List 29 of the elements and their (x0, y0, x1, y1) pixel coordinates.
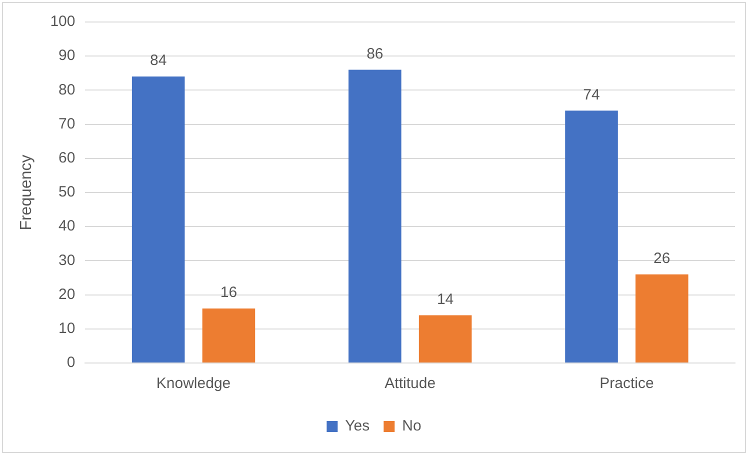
data-label: 86 (366, 45, 384, 62)
y-tick-label: 50 (58, 184, 76, 201)
data-label: 16 (220, 284, 238, 302)
bar (202, 308, 256, 362)
bar (132, 76, 185, 362)
legend-label: No (402, 418, 422, 435)
y-axis-title: Frequency (18, 154, 36, 230)
x-tick-label: Knowledge (156, 375, 231, 392)
data-label: 84 (150, 52, 167, 70)
bar (565, 110, 618, 362)
bar (348, 70, 402, 362)
x-tick-label: Attitude (384, 375, 436, 392)
data-label: 14 (436, 290, 454, 308)
y-tick-label: 0 (66, 354, 76, 372)
y-tick-label: 60 (58, 150, 76, 167)
y-tick-label: 20 (58, 286, 76, 303)
x-tick-label: Practice (600, 375, 654, 392)
y-tick-label: 80 (58, 81, 76, 98)
data-label: 26 (654, 250, 670, 267)
y-tick-label: 100 (50, 13, 76, 30)
y-tick-label: 40 (58, 218, 76, 235)
y-tick-label: 30 (58, 252, 76, 269)
data-label: 74 (583, 86, 600, 104)
y-tick-label: 90 (58, 47, 76, 64)
y-tick-label: 10 (58, 320, 76, 338)
y-tick-label: 70 (58, 115, 76, 132)
bar (636, 274, 688, 362)
legend-label: Yes (345, 418, 370, 435)
bar (418, 315, 472, 362)
